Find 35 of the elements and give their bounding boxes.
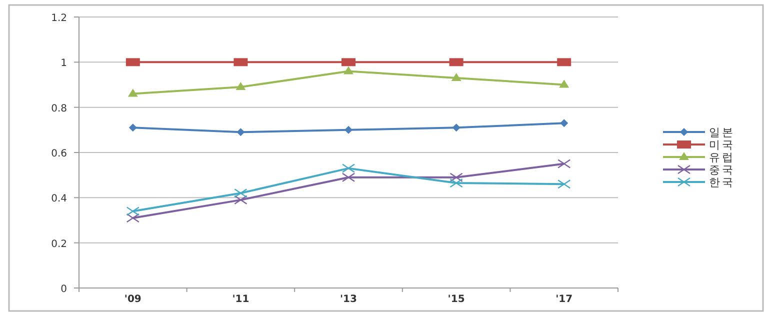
point [126, 206, 140, 216]
y-tick-label: 0 [60, 284, 67, 295]
point [126, 213, 140, 223]
point [560, 119, 568, 128]
point [234, 188, 248, 198]
x-tick-label: '15 [448, 294, 465, 305]
point [128, 124, 137, 132]
y-tick-label: 0.8 [51, 103, 67, 114]
legend-label: 일본 [709, 126, 735, 139]
point [450, 178, 463, 188]
legend-label: 중국 [709, 164, 735, 176]
legend-label: 유럽 [709, 151, 735, 164]
point [450, 172, 463, 182]
y-tick-label: 0.6 [51, 148, 67, 160]
point [234, 195, 248, 205]
point [558, 159, 571, 168]
y-tick-label: 0.2 [51, 238, 67, 250]
x-tick-label: '11 [232, 294, 250, 305]
point [128, 88, 138, 97]
legend-label: 미국 [709, 138, 735, 152]
point [559, 80, 570, 88]
y-tick-label: 1.2 [51, 13, 67, 24]
y-tick-label: 1 [60, 58, 67, 70]
point [236, 128, 245, 136]
point [451, 72, 462, 81]
x-tick-label: '13 [340, 294, 358, 305]
y-tick-label: 0.4 [51, 194, 67, 205]
point [558, 180, 571, 189]
point [452, 124, 460, 132]
point [344, 66, 354, 74]
x-tick-label: '17 [556, 294, 573, 305]
x-tick-label: '09 [124, 294, 142, 305]
point [344, 126, 352, 134]
legend-label: 한국 [709, 176, 735, 189]
point [236, 82, 246, 90]
